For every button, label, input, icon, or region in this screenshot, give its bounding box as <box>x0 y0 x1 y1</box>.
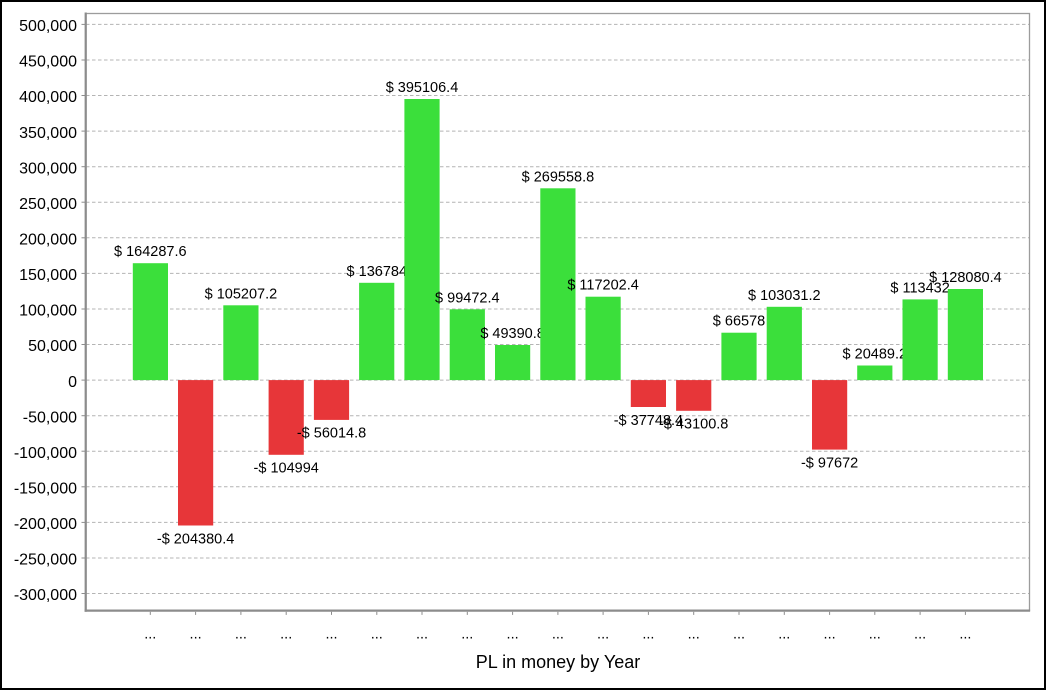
svg-text:$ 103031.2: $ 103031.2 <box>748 288 821 304</box>
svg-text:$ 136784: $ 136784 <box>347 264 407 280</box>
svg-text:...: ... <box>325 626 337 642</box>
svg-text:$ 105207.2: $ 105207.2 <box>205 286 278 302</box>
svg-text:-250,000: -250,000 <box>14 552 77 569</box>
svg-text:...: ... <box>416 626 428 642</box>
svg-text:500,000: 500,000 <box>19 18 77 35</box>
svg-text:400,000: 400,000 <box>19 89 77 106</box>
svg-text:-300,000: -300,000 <box>14 587 77 604</box>
svg-text:200,000: 200,000 <box>19 232 77 249</box>
svg-text:...: ... <box>778 626 790 642</box>
svg-text:-$ 43100.8: -$ 43100.8 <box>659 417 728 433</box>
svg-text:$ 269558.8: $ 269558.8 <box>522 169 595 185</box>
svg-text:150,000: 150,000 <box>19 267 77 284</box>
svg-text:$ 395106.4: $ 395106.4 <box>386 80 459 96</box>
svg-text:-$ 37748.4: -$ 37748.4 <box>614 413 683 429</box>
svg-text:-$ 104994: -$ 104994 <box>254 461 319 477</box>
svg-text:$ 66578: $ 66578 <box>713 314 765 330</box>
svg-text:$ 117202.4: $ 117202.4 <box>567 278 639 294</box>
svg-text:$ 49390.8: $ 49390.8 <box>480 326 545 342</box>
svg-text:...: ... <box>190 626 202 642</box>
svg-text:-150,000: -150,000 <box>14 481 77 498</box>
svg-text:$ 99472.4: $ 99472.4 <box>435 290 500 306</box>
svg-text:...: ... <box>371 626 383 642</box>
svg-text:...: ... <box>507 626 519 642</box>
svg-text:$ 164287.6: $ 164287.6 <box>114 244 187 260</box>
svg-text:-100,000: -100,000 <box>14 445 77 462</box>
svg-text:100,000: 100,000 <box>19 303 77 320</box>
svg-text:50,000: 50,000 <box>28 338 77 355</box>
svg-text:...: ... <box>552 626 564 642</box>
svg-text:...: ... <box>280 626 292 642</box>
svg-text:-$ 204380.4: -$ 204380.4 <box>157 531 234 547</box>
svg-text:...: ... <box>914 626 926 642</box>
svg-text:...: ... <box>869 626 881 642</box>
svg-text:$ 113432: $ 113432 <box>890 280 949 296</box>
svg-text:...: ... <box>688 626 700 642</box>
svg-text:-200,000: -200,000 <box>14 516 77 533</box>
svg-text:300,000: 300,000 <box>19 160 77 177</box>
svg-text:350,000: 350,000 <box>19 125 77 142</box>
svg-text:-$ 56014.8: -$ 56014.8 <box>297 426 366 442</box>
svg-text:PL in money by Year: PL in money by Year <box>476 652 640 672</box>
svg-text:250,000: 250,000 <box>19 196 77 213</box>
svg-text:$ 128080.4: $ 128080.4 <box>929 270 1002 286</box>
svg-text:...: ... <box>824 626 836 642</box>
svg-text:450,000: 450,000 <box>19 54 77 71</box>
svg-text:-50,000: -50,000 <box>23 409 77 426</box>
svg-text:...: ... <box>461 626 473 642</box>
svg-text:...: ... <box>733 626 745 642</box>
svg-text:...: ... <box>144 626 156 642</box>
svg-text:...: ... <box>959 626 971 642</box>
svg-text:...: ... <box>597 626 609 642</box>
svg-text:...: ... <box>235 626 247 642</box>
svg-text:$ 20489.2: $ 20489.2 <box>843 347 908 363</box>
svg-text:0: 0 <box>68 374 77 391</box>
svg-text:-$ 97672: -$ 97672 <box>801 455 858 471</box>
svg-text:...: ... <box>642 626 654 642</box>
